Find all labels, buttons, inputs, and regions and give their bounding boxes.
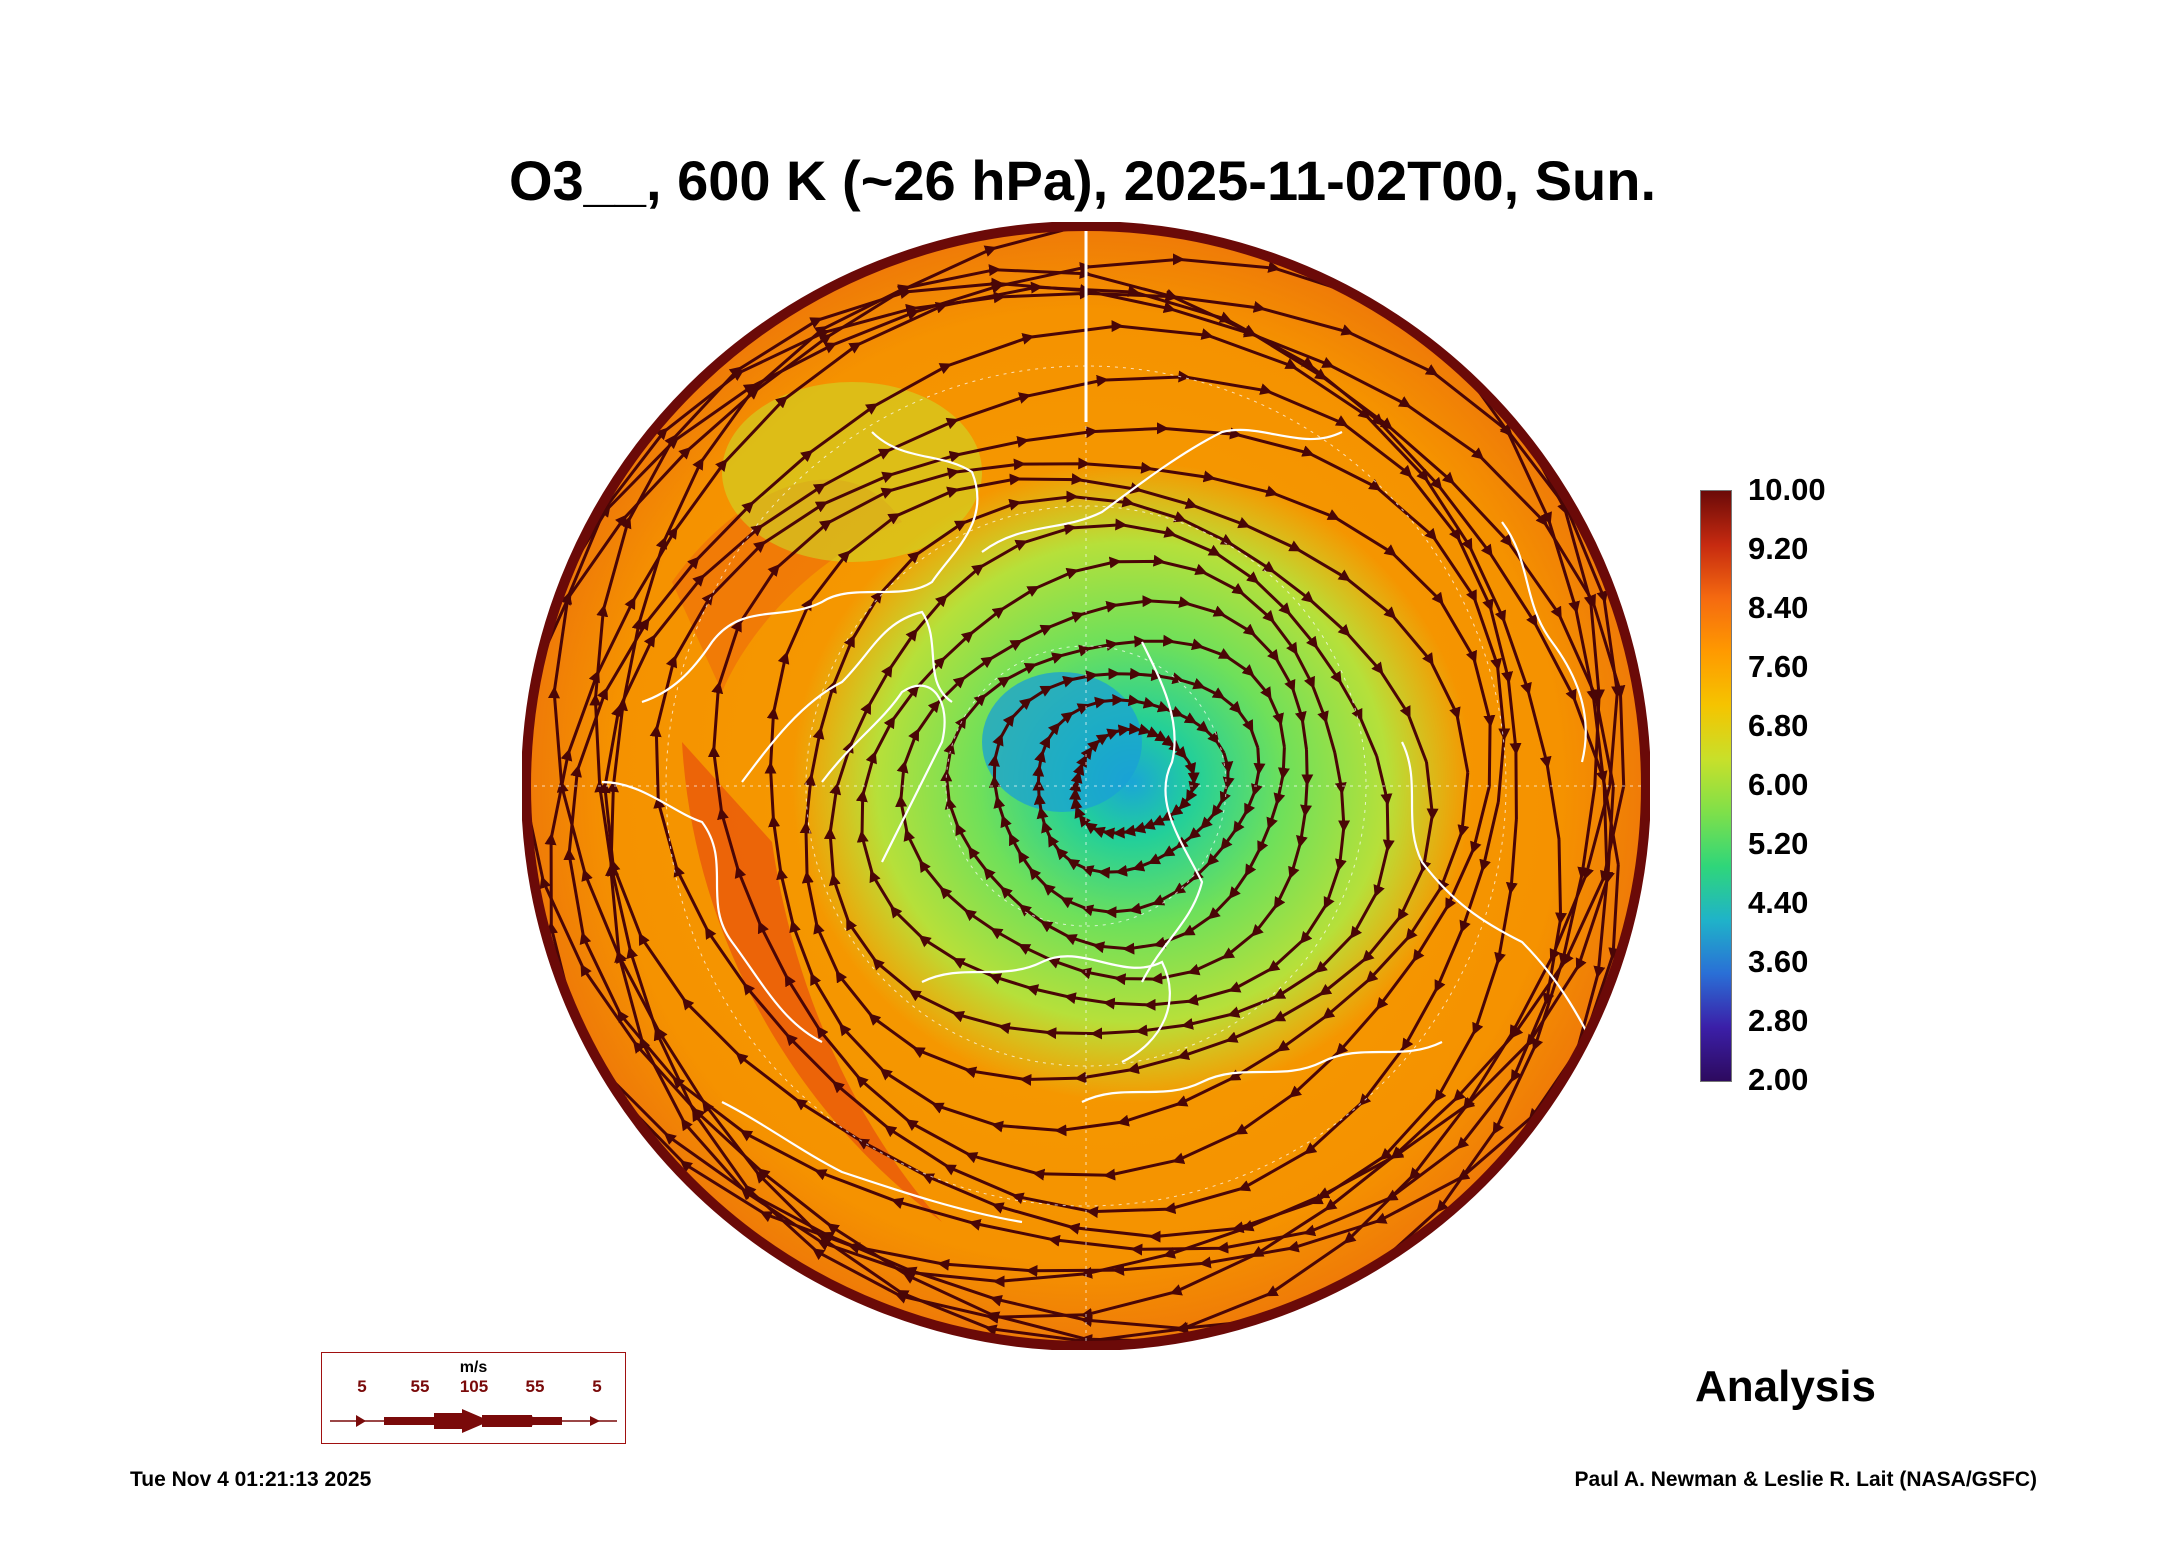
globe-edge bbox=[522, 222, 1650, 1350]
author-credit: Paul A. Newman & Leslie R. Lait (NASA/GS… bbox=[1574, 1468, 2037, 1491]
colorbar-tick-label: 4.40 bbox=[1748, 885, 1809, 920]
colorbar-tick-label: 6.00 bbox=[1748, 767, 1809, 802]
speed-scale-label: 55 bbox=[410, 1377, 430, 1396]
speed-scale-arrow bbox=[330, 1409, 617, 1433]
speed-scale-label: 5 bbox=[592, 1377, 602, 1396]
speed-units: m/s bbox=[459, 1359, 488, 1376]
colorbar-tick-label: 9.20 bbox=[1748, 531, 1809, 566]
generation-timestamp: Tue Nov 4 01:21:13 2025 bbox=[130, 1468, 372, 1491]
analysis-label: Analysis bbox=[1695, 1362, 1876, 1411]
coastlines bbox=[601, 428, 1603, 1224]
colorbar-tick-label: 10.00 bbox=[1748, 472, 1826, 507]
polar-stereographic-map bbox=[522, 222, 1650, 1350]
colorbar-tick-label: 6.80 bbox=[1748, 708, 1809, 743]
polar-vortex-low-ozone bbox=[792, 462, 1472, 1102]
speed-scale-label: 55 bbox=[525, 1377, 545, 1396]
speed-scale-label: 105 bbox=[459, 1377, 489, 1396]
colorbar-tick-label: 5.20 bbox=[1748, 826, 1809, 861]
colorbar-tick-label: 2.80 bbox=[1748, 1003, 1809, 1038]
colorbar-tick-label: 3.60 bbox=[1748, 944, 1809, 979]
colorbar-tick-label: 2.00 bbox=[1748, 1062, 1809, 1097]
vortex-core bbox=[982, 672, 1142, 812]
colorbar-tick-label: 8.40 bbox=[1748, 590, 1809, 625]
wind-speed-legend: m/s 5 55 105 55 5 bbox=[321, 1352, 626, 1444]
map-title: O3__, 600 K (~26 hPa), 2025-11-02T00, Su… bbox=[508, 149, 1657, 212]
colorbar-tick-label: 7.60 bbox=[1748, 649, 1809, 684]
speed-scale-label: 5 bbox=[357, 1377, 367, 1396]
colorbar bbox=[1700, 490, 1732, 1082]
